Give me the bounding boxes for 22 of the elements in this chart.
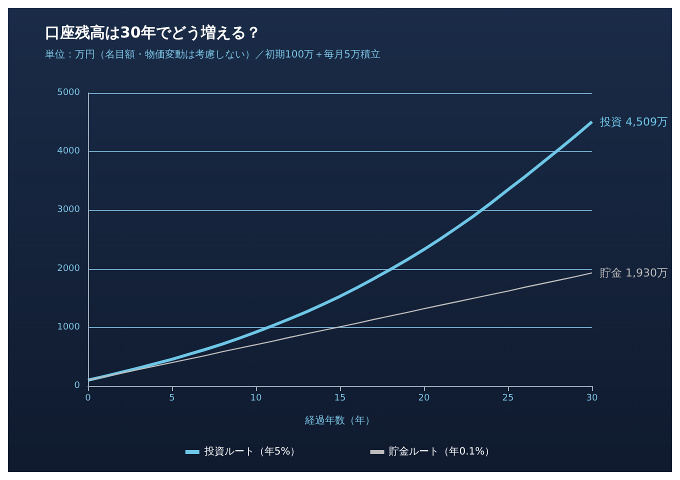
chart-title: 口座残高は30年でどう増える？ xyxy=(45,24,261,42)
x-tick-label: 5 xyxy=(169,394,175,404)
y-tick-label: 5000 xyxy=(57,88,80,98)
y-tick-label: 2000 xyxy=(57,264,80,274)
x-tick-label: 15 xyxy=(334,394,346,404)
x-tick-label: 20 xyxy=(418,394,430,404)
x-tick-label: 30 xyxy=(586,394,598,404)
x-tick-label: 0 xyxy=(85,394,92,404)
x-axis-title: 経過年数（年） xyxy=(304,414,375,426)
annotation: 貯金 1,930万 xyxy=(600,266,668,280)
line-series xyxy=(86,120,594,382)
x-tick-label: 25 xyxy=(502,394,514,404)
y-tick-label: 0 xyxy=(74,381,80,391)
legend-label: 貯金ルート（年0.1%） xyxy=(389,446,495,458)
annotation: 投資 4,509万 xyxy=(599,115,668,128)
y-tick-label: 4000 xyxy=(57,146,80,157)
chart-subtitle: 単位：万円（名目額・物価変動は考慮しない）／初期100万＋毎月5万積立 xyxy=(45,48,380,60)
x-tick-label: 10 xyxy=(250,394,262,404)
line-series xyxy=(87,272,593,381)
y-tick-label: 1000 xyxy=(57,322,80,332)
legend-label: 投資ルート（年5%） xyxy=(203,446,300,458)
y-tick-label: 3000 xyxy=(57,205,80,216)
